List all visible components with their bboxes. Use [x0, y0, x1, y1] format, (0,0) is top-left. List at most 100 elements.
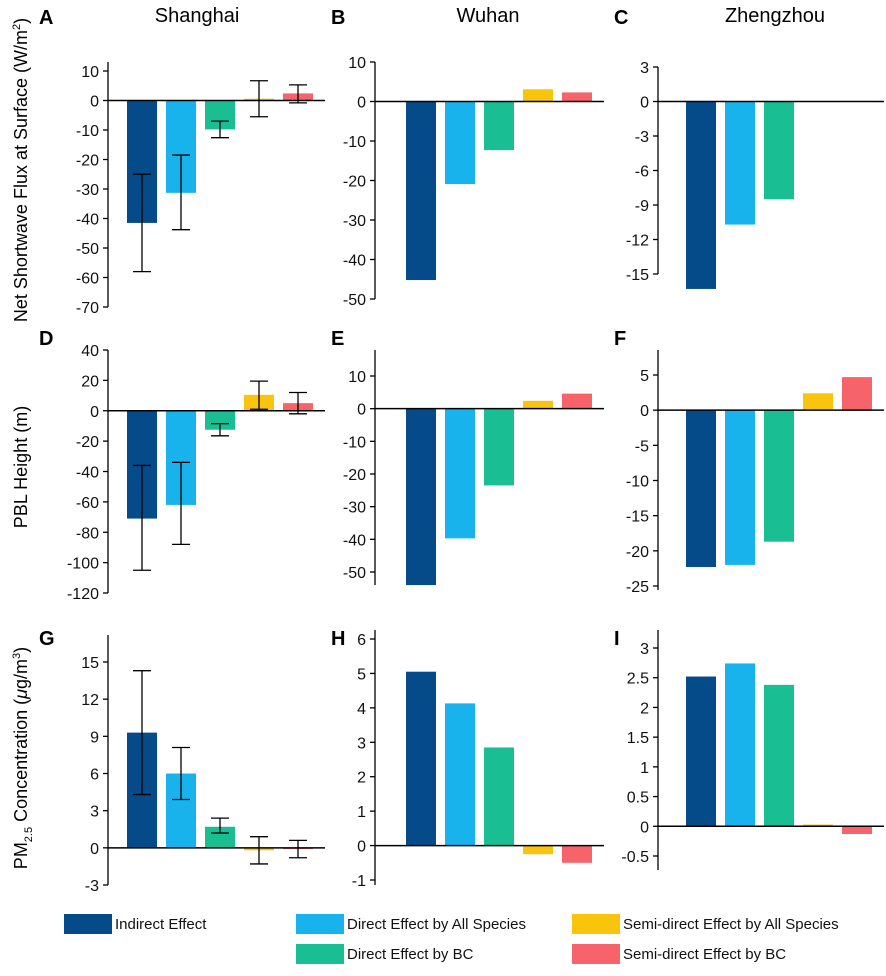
y-tick-label: 10 [348, 55, 366, 72]
y-tick-label: 10 [348, 369, 366, 386]
y-tick-label: 0 [90, 404, 99, 421]
row1-ylabel: Net Shortwave Flux at Surface (W/m2) [11, 18, 31, 322]
y-tick-label: -30 [343, 213, 366, 230]
panels-layer: 100-10-20-30-40-50-60-70100-10-20-30-40-… [67, 55, 884, 895]
panel-letter: A [39, 7, 53, 29]
y-tick-label: -3 [635, 129, 649, 146]
y-tick-label: -20 [76, 153, 99, 170]
y-tick-label: 0 [357, 839, 366, 856]
y-tick-label: 9 [90, 729, 99, 746]
y-tick-label: -12 [626, 233, 649, 250]
y-tick-label: 40 [81, 343, 99, 360]
bar-direct-all [725, 101, 755, 225]
panel-letter: I [614, 628, 620, 650]
y-tick-label: -120 [67, 586, 99, 603]
y-tick-label: -1 [352, 873, 366, 890]
y-tick-label: 0 [357, 95, 366, 112]
y-tick-label: -60 [76, 495, 99, 512]
y-tick-label: -0.5 [621, 849, 649, 866]
y-tick-label: 2.5 [627, 671, 649, 688]
y-tick-label: -50 [343, 292, 366, 309]
y-tick-label: -20 [626, 544, 649, 561]
y-tick-label: 4 [357, 701, 366, 718]
bar-semi-all [803, 393, 833, 411]
y-tick-label: -80 [76, 525, 99, 542]
panel-letter: D [39, 328, 53, 350]
y-tick-label: -10 [626, 474, 649, 491]
bar-semi-bc [562, 92, 592, 102]
y-tick-label: -40 [76, 212, 99, 229]
y-tick-label: -40 [76, 465, 99, 482]
bar-direct-bc [205, 410, 235, 430]
row3-ylabel: PM2.5 Concentration (μg/m3) [11, 647, 35, 869]
y-tick-label: -3 [85, 878, 99, 895]
y-tick-label: 0 [640, 95, 649, 112]
bar-direct-bc [764, 684, 794, 827]
bar-direct-all [445, 408, 475, 539]
column-title-shanghai: Shanghai [155, 5, 240, 27]
bar-direct-bc [205, 826, 235, 848]
panel-letter: B [331, 7, 345, 29]
bar-semi-bc [842, 826, 872, 835]
column-title-wuhan: Wuhan [456, 5, 519, 27]
y-tick-label: 0 [90, 94, 99, 111]
bar-indirect [406, 101, 436, 281]
y-tick-label: 1.5 [627, 730, 649, 747]
bar-indirect [406, 408, 436, 586]
y-tick-label: -70 [76, 300, 99, 317]
y-tick-label: -15 [626, 509, 649, 526]
panel-letter: G [39, 628, 55, 650]
y-tick-label: 3 [640, 60, 649, 77]
y-tick-label: 3 [90, 804, 99, 821]
y-tick-label: 3 [357, 735, 366, 752]
y-tick-label: -20 [76, 434, 99, 451]
y-tick-label: -10 [343, 134, 366, 151]
bar-direct-all [725, 663, 755, 827]
bar-semi-bc [842, 377, 872, 411]
y-tick-label: 3 [640, 641, 649, 658]
bar-direct-all [445, 703, 475, 846]
bar-direct-bc [764, 410, 794, 542]
y-tick-label: -100 [67, 556, 99, 573]
y-tick-label: 2 [640, 700, 649, 717]
y-tick-label: 5 [640, 368, 649, 385]
bar-direct-bc [484, 747, 514, 846]
panel-letter: C [614, 7, 628, 29]
bar-semi-all [523, 845, 553, 855]
y-tick-label: 1 [357, 804, 366, 821]
y-tick-label: -40 [343, 253, 366, 270]
y-tick-label: 6 [90, 767, 99, 784]
panel-letter: H [331, 628, 345, 650]
bar-direct-all [445, 101, 475, 185]
y-tick-label: 0 [90, 841, 99, 858]
bar-indirect [686, 410, 716, 568]
panel-letter: E [331, 328, 344, 350]
y-tick-label: -50 [343, 565, 366, 582]
column-title-zhengzhou: Zhengzhou [725, 5, 825, 27]
y-tick-label: 10 [81, 64, 99, 81]
y-tick-label: 0.5 [627, 790, 649, 807]
y-tick-label: 1 [640, 760, 649, 777]
bar-direct-bc [764, 101, 794, 200]
y-tick-label: 12 [81, 692, 99, 709]
bar-semi-all [803, 824, 833, 827]
y-tick-label: 15 [81, 655, 99, 672]
y-tick-label: -15 [626, 267, 649, 284]
y-tick-label: 20 [81, 373, 99, 390]
bar-semi-all [523, 89, 553, 102]
y-tick-label: -25 [626, 579, 649, 596]
y-tick-label: 2 [357, 770, 366, 787]
y-tick-label: -30 [343, 500, 366, 517]
y-tick-label: -20 [343, 174, 366, 191]
y-tick-label: -40 [343, 532, 366, 549]
y-tick-label: -50 [76, 241, 99, 258]
y-tick-label: 5 [357, 666, 366, 683]
y-tick-label: -10 [76, 123, 99, 140]
y-tick-label: -5 [635, 438, 649, 455]
panel-letter: F [614, 328, 626, 350]
bar-direct-bc [484, 408, 514, 486]
bar-indirect [406, 671, 436, 846]
y-tick-label: -6 [635, 164, 649, 181]
